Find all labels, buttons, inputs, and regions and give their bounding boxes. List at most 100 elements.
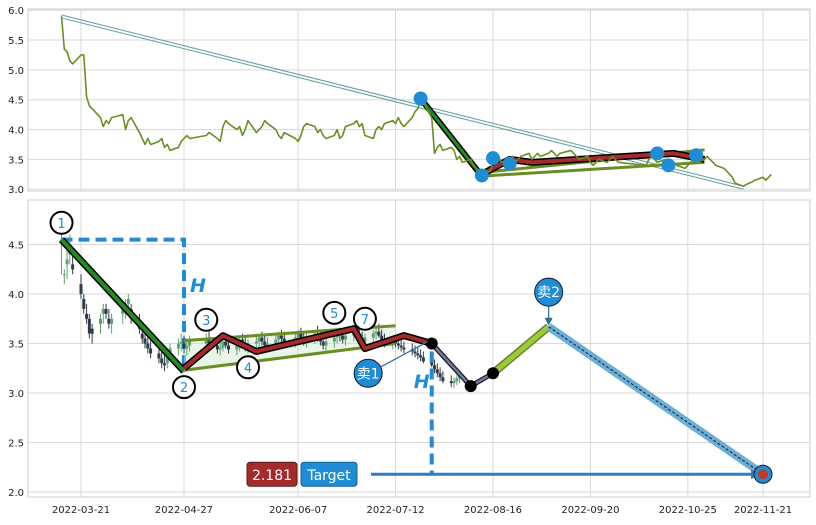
pivot-label-text: 1 bbox=[57, 217, 65, 232]
x-tick-label: 2022-08-16 bbox=[464, 505, 522, 516]
candle-body bbox=[65, 259, 69, 265]
pivot-label-circle bbox=[194, 307, 219, 332]
target-label-text: Target bbox=[306, 468, 351, 484]
h-measure-line bbox=[61, 237, 186, 372]
top-zigzag-line bbox=[480, 151, 705, 177]
top-ytick-label: 6.0 bbox=[8, 6, 24, 17]
candle-body bbox=[380, 335, 384, 340]
target-point-core bbox=[758, 469, 768, 480]
top-marker-point bbox=[502, 156, 517, 171]
candle-body bbox=[168, 348, 172, 354]
x-tick-label: 2022-04-27 bbox=[155, 505, 213, 516]
sell2-label: 卖2 bbox=[537, 285, 560, 301]
candle-body bbox=[160, 358, 164, 364]
candle-body bbox=[98, 318, 102, 324]
target-leg-dash bbox=[548, 326, 764, 475]
top-ytick-label: 3.5 bbox=[8, 155, 24, 166]
candle-body bbox=[90, 328, 94, 334]
candle-body bbox=[221, 341, 225, 348]
pivot-label-circle bbox=[236, 355, 261, 380]
sell2-badge bbox=[534, 277, 564, 307]
candle-body bbox=[394, 341, 398, 344]
candle-body bbox=[277, 335, 281, 340]
candle-body bbox=[282, 338, 286, 342]
top-marker-point bbox=[413, 91, 428, 106]
target-value-badge bbox=[246, 461, 298, 487]
candle-body bbox=[176, 343, 180, 349]
rebound-leg-line bbox=[491, 324, 551, 376]
h-projection-label: H bbox=[414, 371, 430, 393]
candle-body bbox=[71, 264, 75, 270]
candle-body bbox=[204, 338, 208, 344]
candle-body bbox=[87, 318, 91, 334]
bottom-ytick-label: 4.0 bbox=[8, 290, 24, 301]
candle-body bbox=[257, 337, 261, 342]
pivot-label-circle bbox=[352, 306, 377, 331]
top-ytick-label: 4.0 bbox=[8, 126, 24, 137]
candle-body bbox=[324, 341, 328, 346]
candle-body bbox=[413, 351, 417, 354]
h-label: H bbox=[190, 275, 206, 297]
candle-body bbox=[254, 341, 258, 344]
pivot-dot bbox=[486, 367, 499, 380]
candle-body bbox=[101, 308, 105, 314]
candle-body bbox=[452, 381, 456, 384]
sell1-label: 卖1 bbox=[357, 366, 380, 382]
target-label-badge bbox=[300, 461, 358, 487]
candle-body bbox=[149, 348, 153, 354]
x-tick-label: 2022-07-12 bbox=[366, 505, 424, 516]
candle-body bbox=[207, 338, 211, 344]
candle-body bbox=[143, 338, 147, 344]
candle-body bbox=[341, 335, 345, 340]
candle-body bbox=[182, 343, 186, 349]
candle-body bbox=[274, 339, 278, 344]
pivot-label-circle bbox=[49, 210, 74, 235]
sell1-badge bbox=[353, 358, 383, 388]
pivot-label-text: 4 bbox=[244, 361, 252, 376]
pivot-label-text: 2 bbox=[180, 381, 188, 396]
candle-body bbox=[235, 345, 239, 350]
bottom-ytick-label: 2.0 bbox=[8, 488, 24, 499]
candle-body bbox=[263, 341, 267, 346]
candle-body bbox=[402, 347, 406, 350]
candle-body bbox=[421, 357, 425, 362]
candle-body bbox=[179, 341, 183, 344]
down-leg-line bbox=[60, 238, 186, 373]
x-tick-label: 2022-10-25 bbox=[659, 505, 717, 516]
candle-body bbox=[455, 378, 459, 382]
candle-body bbox=[157, 353, 161, 359]
candle-body bbox=[215, 345, 219, 350]
candle-body bbox=[146, 343, 150, 349]
candle-body bbox=[104, 308, 108, 314]
pivot-label-circle bbox=[171, 375, 196, 400]
top-ytick-label: 5.5 bbox=[8, 36, 24, 47]
pivot-label-text: 3 bbox=[202, 314, 210, 329]
candle-body bbox=[374, 331, 378, 334]
candle-body bbox=[296, 333, 300, 338]
channel-line bbox=[183, 342, 396, 372]
top-ytick-label: 5.0 bbox=[8, 66, 24, 77]
top-marker-point bbox=[485, 151, 500, 166]
candle-body bbox=[299, 333, 303, 338]
bottom-ytick-label: 3.5 bbox=[8, 340, 24, 351]
pivot-label-circle bbox=[322, 300, 347, 325]
candle-body bbox=[121, 308, 125, 314]
candle-body bbox=[430, 361, 434, 366]
candle-body bbox=[279, 335, 283, 339]
candle-body bbox=[227, 345, 231, 350]
candle-body bbox=[218, 347, 222, 350]
candle-body bbox=[163, 363, 167, 366]
bottom-ytick-label: 3.0 bbox=[8, 389, 24, 400]
candle-body bbox=[438, 373, 442, 378]
top-marker-point bbox=[689, 148, 704, 163]
pivot-dot bbox=[464, 380, 477, 393]
pivot-label-text: 5 bbox=[330, 307, 338, 322]
candle-body bbox=[321, 341, 325, 346]
wave-zigzag-line bbox=[182, 326, 433, 370]
candle-body bbox=[185, 345, 189, 349]
candle-body bbox=[377, 331, 381, 336]
candle-body bbox=[140, 333, 144, 339]
top-panel: 6.0 5.5 5.0 4.5 4.0 3.5 3.0 bbox=[8, 6, 811, 196]
